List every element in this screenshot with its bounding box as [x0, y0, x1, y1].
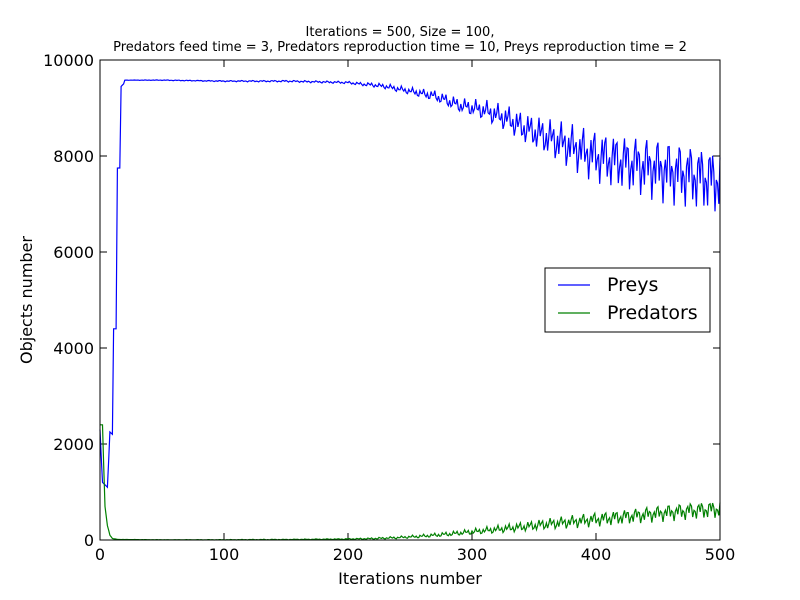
x-tick-label: 300	[457, 545, 488, 564]
legend-label-preys: Preys	[607, 274, 658, 296]
chart-title-line-1: Iterations = 500, Size = 100,	[305, 25, 495, 40]
series-line-predators	[100, 424, 721, 541]
y-tick-label: 6000	[53, 243, 94, 262]
chart-title-line-2: Predators feed time = 3, Predators repro…	[113, 40, 687, 55]
labels-group: 0 100 200 300 400 500 0 2000 4000 6000 8000 10000	[43, 51, 735, 564]
legend-box	[544, 267, 711, 333]
x-axis-label: Iterations number	[338, 569, 482, 588]
y-tick-label: 0	[84, 531, 94, 550]
y-tick-label: 10000	[43, 51, 94, 70]
x-tick-label: 200	[333, 545, 364, 564]
y-tick-label: 8000	[53, 147, 94, 166]
plot-frame	[99, 59, 721, 541]
y-tick-label: 4000	[53, 339, 94, 358]
y-axis-label: Objects number	[17, 236, 36, 364]
legend: Preys Predators	[544, 267, 711, 333]
x-tick-label: 500	[705, 545, 736, 564]
x-tick-label: 0	[95, 545, 105, 564]
y-tick-label: 2000	[53, 435, 94, 454]
x-tick-label: 400	[581, 545, 612, 564]
x-tick-label: 100	[209, 545, 240, 564]
series-line-preys	[99, 79, 721, 489]
legend-label-predators: Predators	[607, 302, 698, 324]
